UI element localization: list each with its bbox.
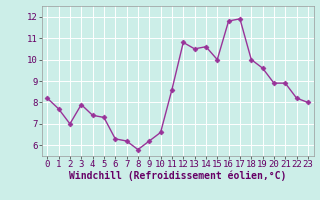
X-axis label: Windchill (Refroidissement éolien,°C): Windchill (Refroidissement éolien,°C)	[69, 171, 286, 181]
